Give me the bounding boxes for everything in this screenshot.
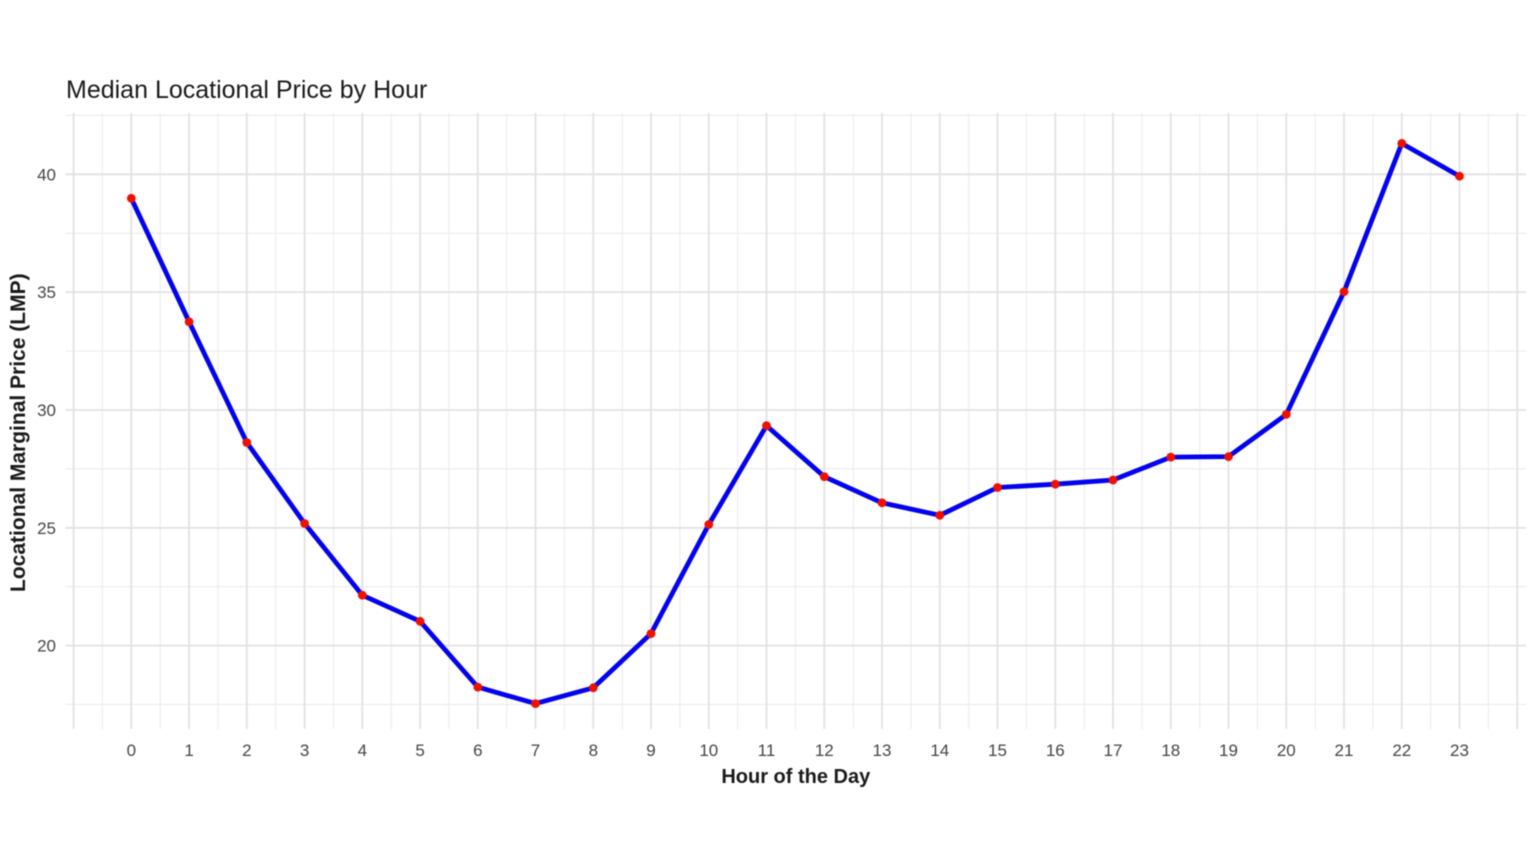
svg-text:23: 23: [1450, 741, 1469, 760]
svg-text:8: 8: [589, 741, 598, 760]
svg-text:4: 4: [358, 741, 367, 760]
svg-text:18: 18: [1161, 741, 1180, 760]
svg-text:22: 22: [1392, 741, 1411, 760]
svg-text:16: 16: [1046, 741, 1065, 760]
svg-text:10: 10: [699, 741, 718, 760]
svg-text:3: 3: [300, 741, 309, 760]
svg-text:9: 9: [646, 741, 655, 760]
svg-text:21: 21: [1335, 741, 1354, 760]
svg-text:1: 1: [184, 741, 193, 760]
svg-text:17: 17: [1104, 741, 1123, 760]
svg-text:Median Locational Price by Hou: Median Locational Price by Hour: [66, 76, 427, 104]
svg-text:0: 0: [127, 741, 136, 760]
svg-text:20: 20: [37, 637, 56, 656]
svg-text:14: 14: [930, 741, 949, 760]
svg-text:40: 40: [37, 165, 56, 184]
svg-text:Hour of the Day: Hour of the Day: [721, 766, 871, 788]
svg-text:25: 25: [37, 519, 56, 538]
svg-text:11: 11: [758, 741, 776, 760]
svg-text:2: 2: [242, 741, 251, 760]
svg-text:13: 13: [873, 741, 892, 760]
svg-text:15: 15: [988, 741, 1007, 760]
svg-text:5: 5: [415, 741, 424, 760]
svg-text:Locational Marginal Price (LMP: Locational Marginal Price (LMP): [7, 273, 30, 592]
svg-text:7: 7: [531, 741, 540, 760]
svg-text:19: 19: [1219, 741, 1238, 760]
svg-text:6: 6: [473, 741, 482, 760]
svg-text:35: 35: [37, 283, 56, 302]
svg-text:12: 12: [815, 741, 834, 760]
svg-text:20: 20: [1277, 741, 1296, 760]
svg-text:30: 30: [37, 401, 56, 420]
